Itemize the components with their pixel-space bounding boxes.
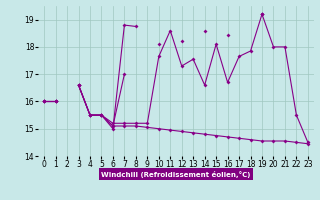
- X-axis label: Windchill (Refroidissement éolien,°C): Windchill (Refroidissement éolien,°C): [101, 171, 251, 178]
